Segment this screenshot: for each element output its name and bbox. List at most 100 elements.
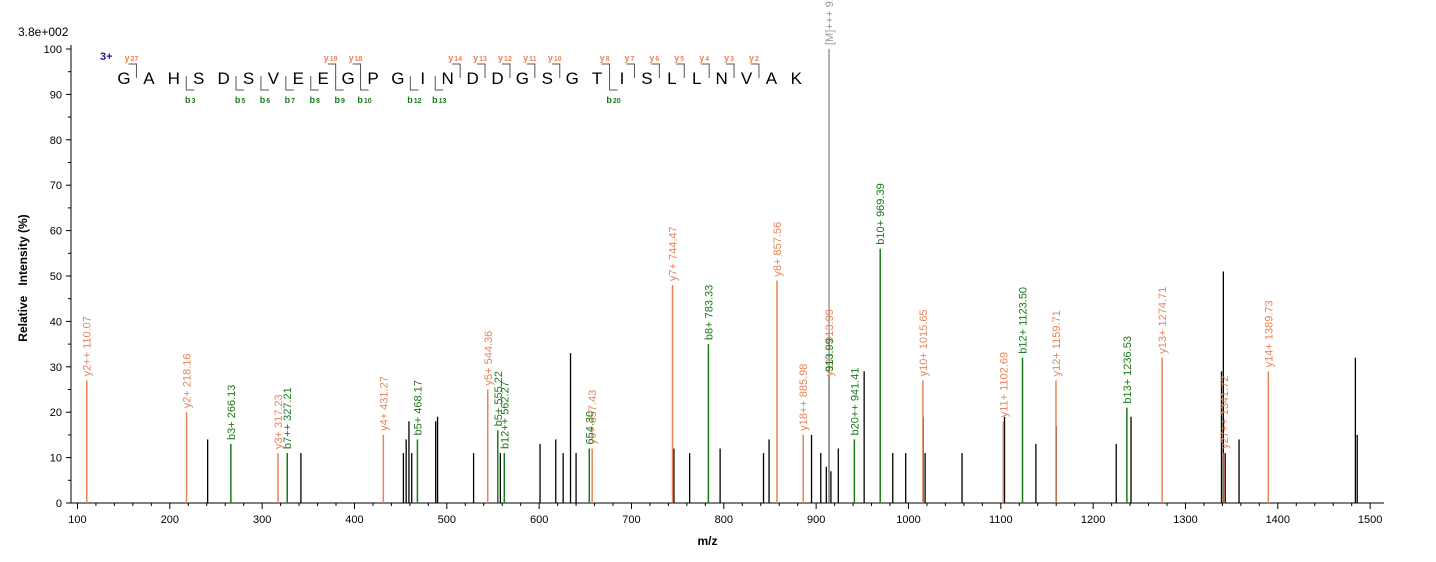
x-tick-label: 1100 bbox=[989, 514, 1013, 526]
sequence-residue: L bbox=[667, 69, 676, 88]
peak-label: y12+ 1159.71 bbox=[1051, 310, 1063, 376]
y-ion-number: 18 bbox=[355, 56, 363, 63]
sequence-residue: P bbox=[367, 69, 378, 88]
y-ion-letter: y bbox=[624, 53, 629, 63]
peak-label: y4+ 431.27 bbox=[378, 376, 390, 431]
y-axis-label: Relative Intensity (%) bbox=[16, 214, 30, 341]
y-axis: 0 10 20 30 40 50 60 70 80 90 100 Relative Intensity… bbox=[16, 44, 72, 510]
y-ion-label: y7 bbox=[624, 53, 634, 63]
peaks bbox=[86, 49, 1358, 503]
y-ion-bracket bbox=[526, 63, 536, 78]
sequence-residue: E bbox=[318, 69, 329, 88]
y-tick-label: 80 bbox=[50, 135, 62, 147]
sequence-residue: S bbox=[193, 69, 204, 88]
sequence-residue: G bbox=[117, 69, 130, 88]
y-ion-number: 19 bbox=[330, 56, 338, 63]
sequence-residue: D bbox=[466, 69, 478, 88]
sequence-residue: K bbox=[791, 69, 803, 88]
y-ion-bracket bbox=[701, 63, 710, 78]
peak-label: b20++ 941.41 bbox=[849, 368, 861, 436]
b-ion-label: b20 bbox=[606, 95, 620, 105]
peak-label: y13+ 1274.71 bbox=[1157, 287, 1169, 354]
sequence-residue: S bbox=[641, 69, 652, 88]
b-ion-bracket bbox=[235, 76, 245, 91]
peak-label: [M]+++ 913.95 bbox=[824, 0, 836, 45]
peak-label: y27++ 1341.72 bbox=[1219, 376, 1231, 449]
y-ion-letter: y bbox=[324, 53, 329, 63]
b-ion-bracket bbox=[609, 76, 618, 91]
b-ion-label: b6 bbox=[260, 95, 271, 105]
peak-label: y7+ 744.47 bbox=[668, 226, 680, 281]
b-ion-number: 8 bbox=[316, 98, 320, 105]
y-ion-bracket bbox=[327, 63, 337, 78]
y-ion-letter: y bbox=[523, 53, 528, 63]
y-ion-letter: y bbox=[548, 53, 553, 63]
peak-label: b12++ 562.27 bbox=[499, 381, 511, 449]
peak-label: y8+ 857.56 bbox=[772, 222, 784, 277]
b-ion-number: 3 bbox=[192, 98, 196, 105]
b-ion-bracket bbox=[335, 76, 344, 91]
y-ion-bracket bbox=[676, 63, 685, 78]
b-ion-bracket bbox=[409, 76, 419, 91]
x-tick-label: 100 bbox=[68, 514, 86, 526]
y-ion-label: y11 bbox=[523, 53, 537, 63]
sequence-residue: V bbox=[268, 69, 280, 88]
peak-label: b12+ 1123.50 bbox=[1018, 287, 1030, 354]
b-ion-bracket bbox=[434, 76, 444, 91]
y-ion-letter: y bbox=[349, 53, 354, 63]
y-tick-label: 70 bbox=[50, 180, 62, 192]
y-ion-letter: y bbox=[125, 53, 130, 63]
peak-label: y11+ 1102.69 bbox=[998, 352, 1010, 417]
sequence-residue: S bbox=[542, 69, 553, 88]
sequence-residue: G bbox=[391, 69, 404, 88]
y-ion-label: y18 bbox=[349, 53, 363, 63]
y-ion-bracket bbox=[601, 63, 611, 78]
b-ion-number: 13 bbox=[439, 98, 447, 105]
y-ion-bracket bbox=[477, 63, 486, 78]
peak-label: 913.99 bbox=[824, 338, 836, 372]
x-tick-label: 300 bbox=[253, 514, 271, 526]
x-tick-label: 700 bbox=[622, 514, 640, 526]
peak-label: y2++ 110.07 bbox=[82, 316, 94, 376]
x-tick-label: 800 bbox=[715, 514, 733, 526]
b-ion-label: b3 bbox=[185, 95, 196, 105]
b-ion-label: b5 bbox=[235, 95, 246, 105]
sequence-residue: I bbox=[620, 69, 625, 88]
x-tick-label: 1200 bbox=[1081, 514, 1105, 526]
b-ion-letter: b bbox=[606, 95, 612, 105]
y-ion-label: y13 bbox=[473, 53, 487, 63]
x-tick-label: 1400 bbox=[1266, 514, 1290, 526]
y-ion-label: y8 bbox=[600, 53, 610, 63]
peak-label: b3+ 266.13 bbox=[226, 385, 238, 440]
sequence-residue: V bbox=[741, 69, 753, 88]
y-ion-label: y27 bbox=[125, 53, 139, 63]
b-ion-letter: b bbox=[357, 95, 363, 105]
sequence-residue: I bbox=[420, 69, 425, 88]
y-ion-number: 7 bbox=[631, 56, 635, 63]
y-tick-label: 90 bbox=[50, 89, 62, 101]
y-ion-letter: y bbox=[649, 53, 654, 63]
y-ion-number: 6 bbox=[655, 56, 659, 63]
x-tick-label: 600 bbox=[530, 514, 548, 526]
y-ion-number: 10 bbox=[554, 56, 562, 63]
b-ion-label: b13 bbox=[432, 95, 446, 105]
sequence-residue: G bbox=[516, 69, 529, 88]
y-ion-number: 4 bbox=[705, 56, 709, 63]
b-ion-bracket bbox=[260, 76, 269, 91]
b-ion-letter: b bbox=[185, 95, 191, 105]
y-ion-bracket bbox=[726, 63, 735, 78]
max-intensity-label: 3.8e+002 bbox=[18, 25, 69, 39]
b-ion-number: 9 bbox=[341, 98, 345, 105]
b-ion-label: b9 bbox=[334, 95, 345, 105]
b-ion-bracket bbox=[285, 76, 294, 91]
peak-label: y14+ 1389.73 bbox=[1263, 300, 1275, 367]
y-ion-bracket bbox=[352, 63, 362, 78]
y-ion-bracket bbox=[750, 63, 760, 78]
b-ion-letter: b bbox=[235, 95, 241, 105]
y-tick-label: 0 bbox=[56, 498, 62, 510]
y-ion-letter: y bbox=[699, 53, 704, 63]
y-ion-bracket bbox=[501, 63, 511, 78]
y-tick-label: 10 bbox=[50, 453, 62, 465]
y-ion-label: y5 bbox=[674, 53, 684, 63]
